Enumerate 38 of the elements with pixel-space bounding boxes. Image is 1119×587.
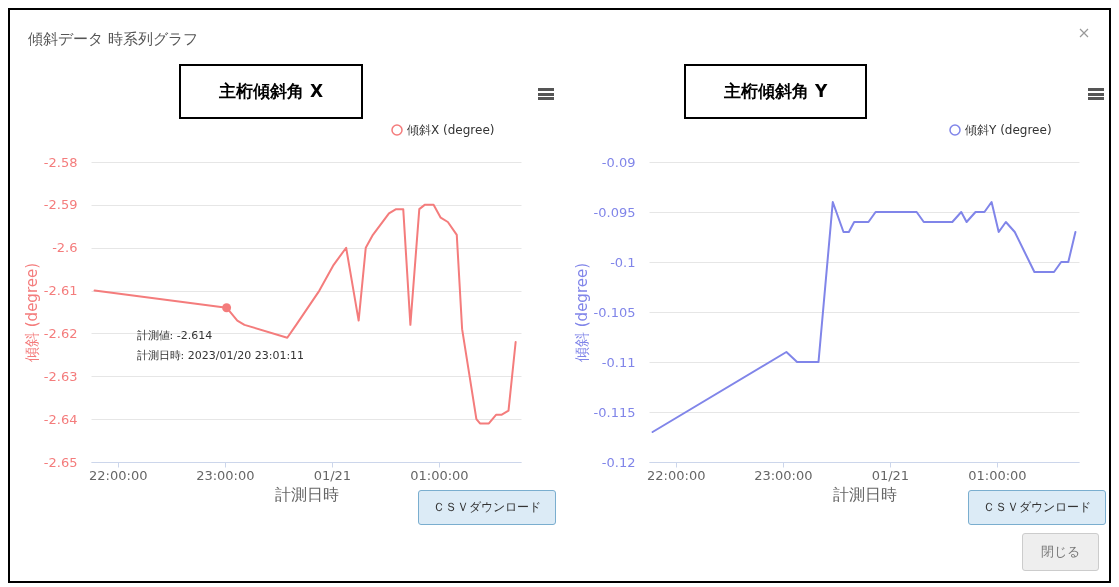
text: ＣＳＶダウンロード <box>968 490 1106 525</box>
y-tick-label: -2.6 <box>52 240 78 256</box>
line-series <box>651 201 1077 433</box>
line-series <box>93 203 517 425</box>
text: 傾斜データ 時系列グラフ <box>28 30 198 49</box>
x-axis-title: 計測日時 <box>832 484 897 504</box>
x-tick-label: 01/21 <box>871 467 910 483</box>
text: ＣＳＶダウンロード <box>418 490 556 525</box>
y-tick-label: -2.59 <box>43 197 78 213</box>
y-tick-label: -0.1 <box>610 254 636 270</box>
y-tick-label: -2.58 <box>43 154 78 170</box>
legend-label: 傾斜Y (degree) <box>965 123 1052 137</box>
y-tick-label: -0.12 <box>601 454 636 470</box>
y-tick-label: -0.115 <box>593 404 636 420</box>
y-tick-label: -2.64 <box>43 411 78 427</box>
y-tick-label: -0.09 <box>601 154 636 170</box>
legend-label: 傾斜X (degree) <box>407 123 495 137</box>
chart-title: 主桁傾斜角 X <box>179 64 364 119</box>
y-axis-title: 傾斜 (degree) <box>572 262 591 363</box>
x-tick-label: 01:00:00 <box>968 467 1027 483</box>
text: 閉じる <box>1022 533 1099 571</box>
chart-title: 主桁傾斜角 Y <box>684 64 868 119</box>
y-tick-label: -2.61 <box>43 283 78 299</box>
x-tick-label: 23:00:00 <box>754 467 813 483</box>
x-tick-label: 23:00:00 <box>196 467 255 483</box>
x-axis-title: 計測日時 <box>274 484 339 504</box>
x-tick-label: 01:00:00 <box>410 467 469 483</box>
y-axis-title: 傾斜 (degree) <box>22 262 41 363</box>
annotation: 計測値: -2.614 計測日時: 2023/01/20 23:01:11 <box>136 328 305 362</box>
y-tick-label: -2.62 <box>43 325 78 341</box>
x-tick-label: 22:00:00 <box>647 467 706 483</box>
y-tick-label: -2.65 <box>43 454 78 470</box>
y-tick-label: -0.11 <box>601 354 636 370</box>
y-tick-label: -0.105 <box>593 304 636 320</box>
x-tick-label: 22:00:00 <box>89 467 148 483</box>
y-tick-label: -2.63 <box>43 368 78 384</box>
y-tick-label: -0.095 <box>593 204 636 220</box>
x-tick-label: 01/21 <box>313 467 352 483</box>
